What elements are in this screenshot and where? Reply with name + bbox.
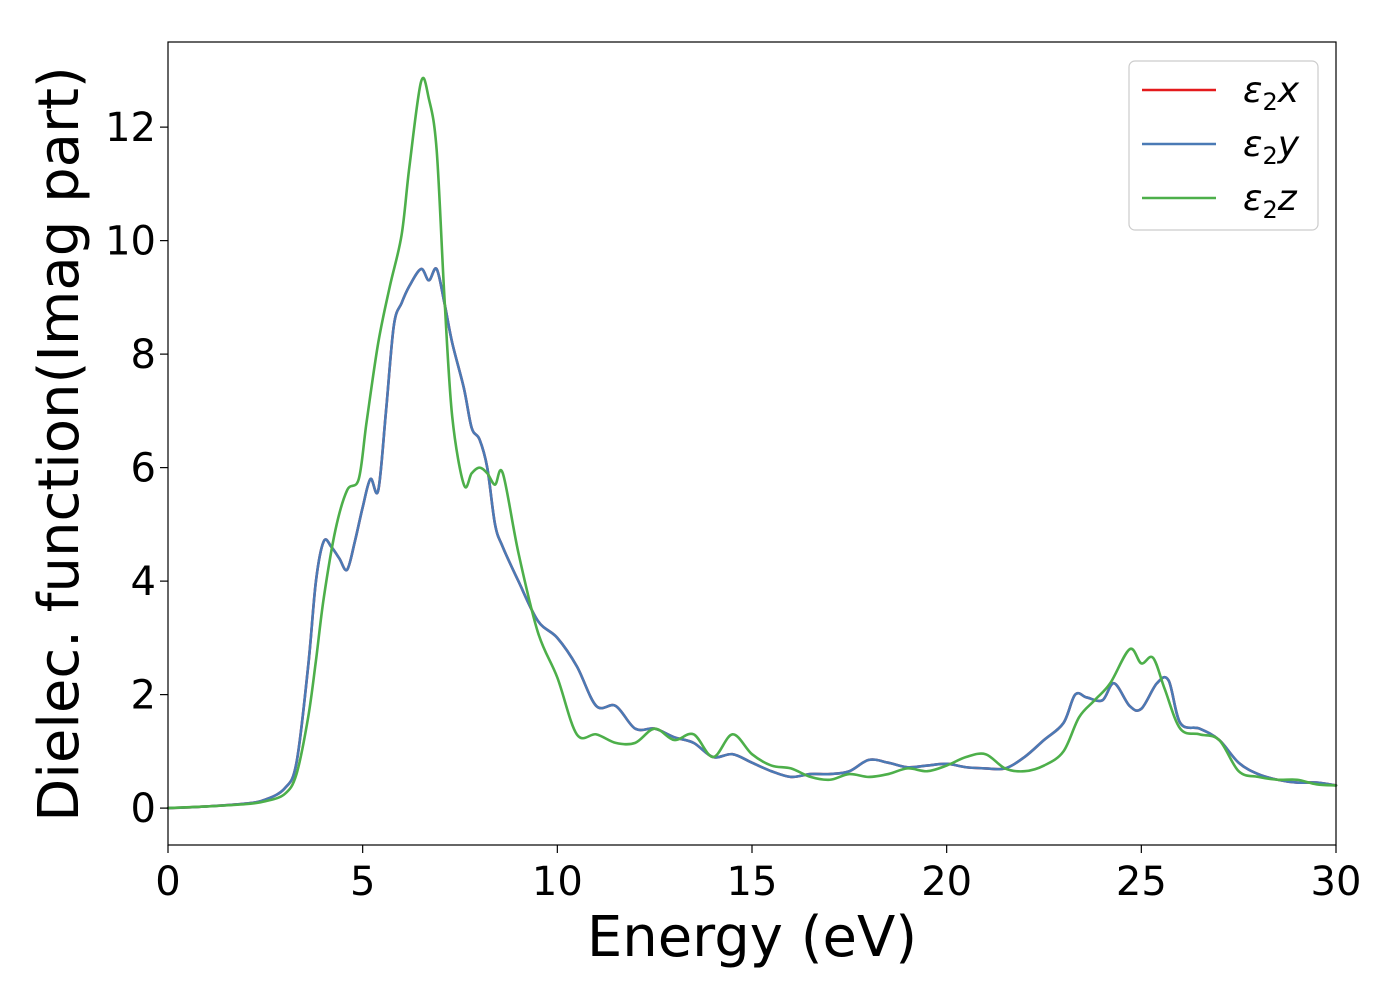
- x-axis-label: Energy (eV): [587, 905, 917, 970]
- series-layer: [166, 76, 1338, 810]
- y-tick-label: 2: [131, 673, 156, 719]
- x-tick-label: 5: [350, 859, 375, 905]
- y-tick-label: 6: [131, 446, 156, 492]
- series-line-y: [166, 267, 1338, 810]
- x-tick-label: 10: [532, 859, 583, 905]
- y-tick-label: 0: [131, 786, 156, 832]
- y-tick-label: 4: [131, 559, 156, 605]
- legend-box: [1128, 60, 1319, 231]
- legend-label-y: ε2y: [1243, 124, 1300, 170]
- y-tick-label: 10: [105, 219, 156, 265]
- series-line-z: [166, 76, 1338, 810]
- legend-label-x: ε2x: [1243, 70, 1300, 116]
- x-axis: 0 5 10 15 20 25 30: [155, 845, 1361, 905]
- x-tick-label: 0: [155, 859, 180, 905]
- y-tick-label: 8: [131, 332, 156, 378]
- x-tick-label: 20: [921, 859, 972, 905]
- x-tick-label: 30: [1311, 859, 1362, 905]
- y-axis: 0 2 4 6 8 10 12: [105, 105, 168, 832]
- x-tick-label: 15: [727, 859, 778, 905]
- legend: ε2x ε2y ε2z: [1128, 60, 1319, 231]
- x-tick-label: 25: [1116, 859, 1167, 905]
- legend-label-z: ε2z: [1243, 178, 1298, 224]
- y-axis-label: Dielec. function(Imag part): [27, 66, 92, 822]
- y-tick-label: 12: [105, 105, 156, 151]
